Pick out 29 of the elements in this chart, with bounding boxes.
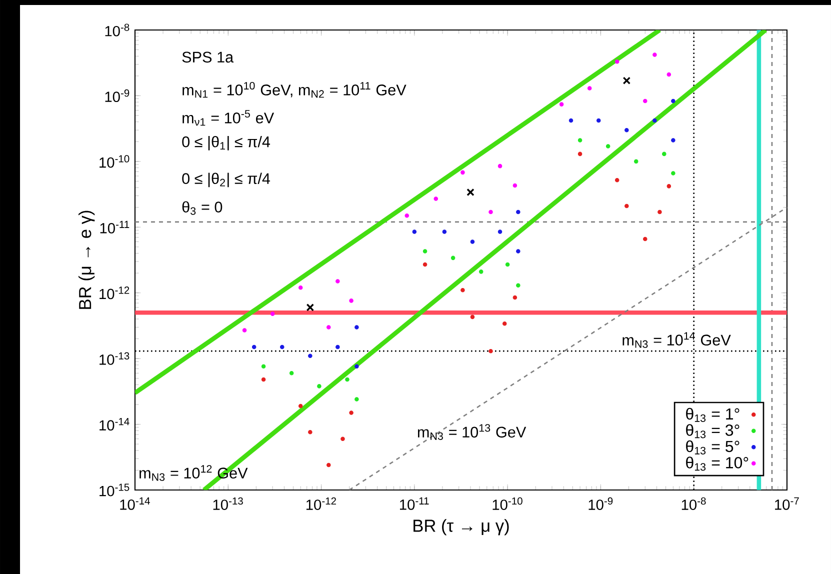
annotation: m$_{ν1}$ = 10$^{-5}$ eV <box>182 110 274 126</box>
annotation: m$_{N3}$ = 10$^{13}$ GeV <box>418 424 526 440</box>
annotation: 0 ≤ |θ$_{1}$| ≤ π/4 <box>182 136 270 150</box>
x-tick-label: 10$^{-14}$ <box>120 497 150 510</box>
y-tick-label: 10$^{-13}$ <box>100 352 130 365</box>
x-tick-label: 10$^{-13}$ <box>213 497 243 510</box>
y-tick-label: 10$^{-15}$ <box>100 484 130 496</box>
legend-label: θ$_{13}$ = 1° <box>686 408 740 422</box>
x-tick-label: 10$^{-8}$ <box>682 497 706 510</box>
x-tick-label: 10$^{-10}$ <box>492 497 522 510</box>
x-axis-title: BR (τ → μ γ) <box>414 519 509 536</box>
y-tick-label: 10$^{-9}$ <box>105 89 130 102</box>
annotation: θ$_{3}$ = 0 <box>182 201 222 215</box>
x-tick-label: 10$^{-11}$ <box>400 497 429 510</box>
x-tick-label: 10$^{-9}$ <box>588 497 613 510</box>
legend-label: θ$_{13}$ = 10° <box>686 456 748 471</box>
legend-label: θ$_{13}$ = 5° <box>686 440 740 454</box>
x-tick-label: 10$^{-7}$ <box>775 497 799 510</box>
annotation: SPS 1a <box>182 52 234 63</box>
y-tick-label: 10$^{-10}$ <box>100 155 130 168</box>
x-tick-label: 10$^{-12}$ <box>306 497 336 510</box>
annotation: 0 ≤ |θ$_{2}$| ≤ π/4 <box>182 172 270 188</box>
legend-label: θ$_{13}$ = 3° <box>686 424 740 438</box>
text: m$_{N1}$ = 10$^{10}$ GeV, m$_{N2}$ = 10$^{11}$ GeV <box>182 82 406 98</box>
y-tick-label: 10$^{-12}$ <box>100 286 130 300</box>
y-tick-label: 10$^{-14}$ <box>100 418 130 431</box>
y-tick-label: 10$^{-11}$ <box>100 220 130 234</box>
y-tick-label: 10$^{-8}$ <box>105 24 130 36</box>
y-axis-title: BR (μ → e γ) <box>78 210 95 309</box>
